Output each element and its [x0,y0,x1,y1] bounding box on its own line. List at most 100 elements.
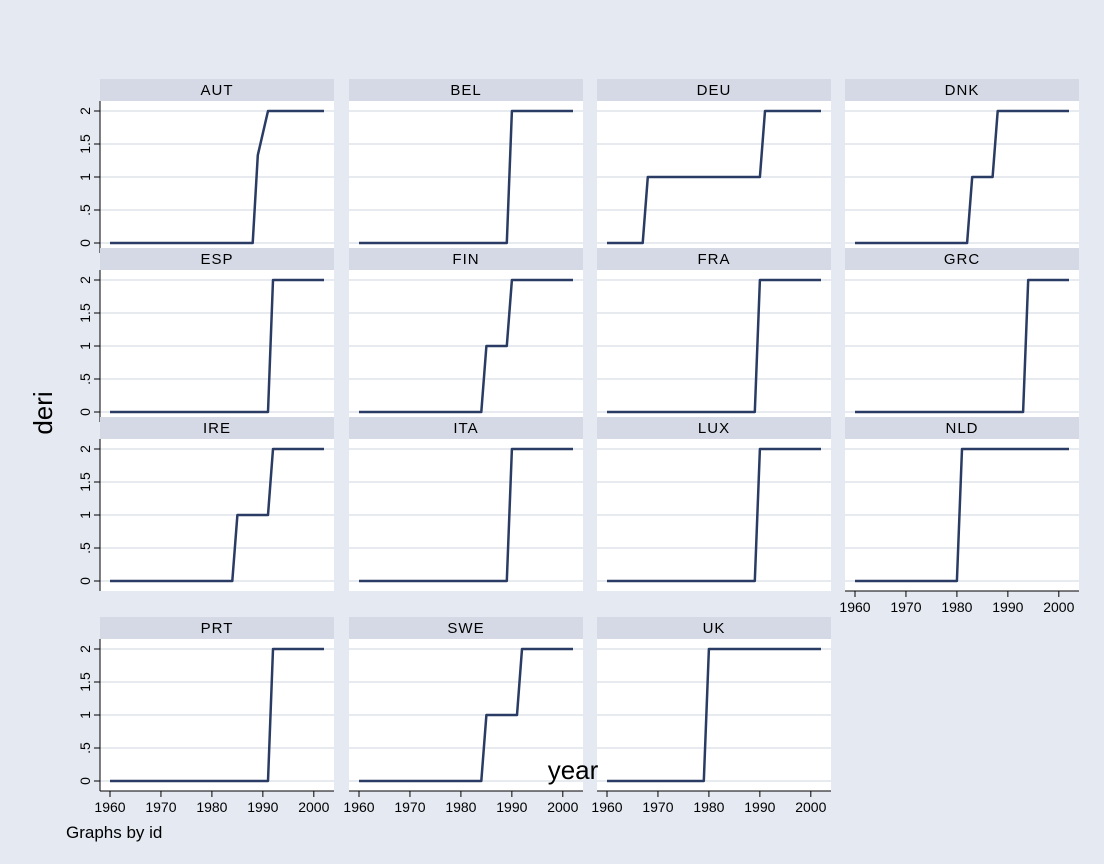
x-tick-label: 2000 [1043,599,1074,615]
panel-ire: IRE 0 .5 1 1.5 2 [77,417,334,591]
y-tick-label: 1.5 [77,472,93,492]
series-line-prt [110,647,324,783]
panel-title: FRA [698,251,731,268]
x-tick-label: 1990 [992,599,1023,615]
series-line-lux [607,447,821,583]
y-tick-label: 1.5 [77,134,93,154]
y-tick-label: 0 [77,777,93,785]
y-tick-label: 1 [77,511,93,519]
y-tick-label: 1 [77,173,93,181]
series-line-fra [607,278,821,414]
x-axis-title: year [548,755,599,785]
panel-title: ESP [200,251,233,268]
x-tick-label: 1970 [394,799,425,815]
panel-strip [597,79,831,101]
x-tick-label: 1980 [941,599,972,615]
x-tick-label: 2000 [298,799,329,815]
y-tick-label: 1.5 [77,303,93,323]
series-line-ita [359,447,573,583]
y-tick-label: 0 [77,408,93,416]
panel-strip [845,79,1079,101]
panel-strip [845,417,1079,439]
panel-grc: GRC [845,248,1079,422]
panel-strip [845,248,1079,270]
series-line-nld [855,447,1069,583]
panel-title: DEU [697,82,732,99]
panel-strip [100,417,334,439]
panel-title: UK [703,620,726,637]
x-tick-label: 1990 [744,799,775,815]
panel-title: SWE [447,620,484,637]
panel-strip [349,617,583,639]
y-tick-label: 1.5 [77,672,93,692]
y-tick-label: 1 [77,342,93,350]
panel-prt: PRT 0 .5 1 1.5 2 1960 1970 1980 1990 2000 [77,617,334,815]
x-tick-label: 1960 [343,799,374,815]
panel-bel: BEL [349,79,583,253]
series-line-esp [110,278,324,414]
series-line-grc [855,278,1069,414]
series-line-ire [110,447,324,583]
x-tick-label: 1960 [591,799,622,815]
series-line-uk [607,647,821,783]
panel-fra: FRA [597,248,831,422]
series-line-dnk [855,109,1069,245]
panel-nld: NLD 1960 1970 1980 1990 2000 [839,417,1079,615]
panel-strip [597,617,831,639]
series-line-swe [359,647,573,783]
panel-strip [100,79,334,101]
series-line-deu [607,109,821,245]
panel-title: FIN [452,251,479,268]
x-tick-label: 1980 [693,799,724,815]
x-tick-label: 1970 [642,799,673,815]
panel-fin: FIN [349,248,583,422]
y-tick-label: .5 [77,742,93,754]
y-tick-label: 1 [77,711,93,719]
y-tick-label: 2 [77,276,93,284]
x-tick-label: 2000 [795,799,826,815]
panel-swe: SWE 1960 1970 1980 1990 2000 [343,617,583,815]
panel-title: DNK [945,82,980,99]
graphs-by-note: Graphs by id [66,823,162,842]
y-tick-label: 2 [77,645,93,653]
y-tick-label: 2 [77,445,93,453]
y-tick-label: .5 [77,373,93,385]
panel-title: LUX [698,420,730,437]
panel-aut: AUT 0 .5 1 1.5 2 [77,79,334,253]
panel-strip [100,617,334,639]
panel-title: NLD [945,420,978,437]
panel-strip [349,248,583,270]
panel-title: PRT [201,620,234,637]
panel-dnk: DNK [845,79,1079,253]
y-tick-label: 0 [77,239,93,247]
panel-strip [349,79,583,101]
y-tick-label: 0 [77,577,93,585]
y-tick-label: .5 [77,204,93,216]
panel-title: IRE [203,420,231,437]
series-line-fin [359,278,573,414]
panel-esp: ESP 0 .5 1 1.5 2 [77,248,334,422]
panel-deu: DEU [597,79,831,253]
panel-strip [349,417,583,439]
x-tick-label: 1990 [247,799,278,815]
y-tick-label: .5 [77,542,93,554]
panel-ita: ITA [349,417,583,591]
panel-strip [597,248,831,270]
x-tick-label: 1970 [890,599,921,615]
panel-lux: LUX [597,417,831,591]
panel-title: BEL [450,82,481,99]
x-tick-label: 1980 [196,799,227,815]
y-axis-title: deri [28,391,58,434]
x-tick-label: 1970 [145,799,176,815]
panel-title: GRC [944,251,980,268]
panel-uk: UK 1960 1970 1980 1990 2000 [591,617,831,815]
panel-title: ITA [453,420,478,437]
x-tick-label: 2000 [547,799,578,815]
x-tick-label: 1960 [94,799,125,815]
panel-strip [597,417,831,439]
series-line-aut [110,109,324,245]
series-line-bel [359,109,573,245]
panel-title: AUT [201,82,234,99]
